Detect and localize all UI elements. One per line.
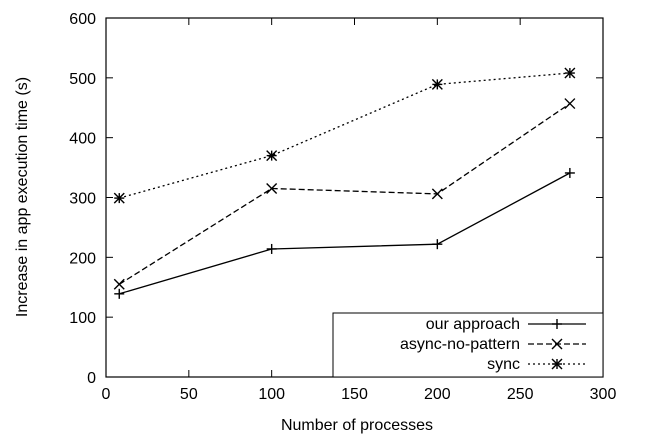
marker-stroke <box>551 358 563 370</box>
y-axis-label: Increase in app execution time (s) <box>14 77 31 317</box>
legend-marker-our-approach <box>552 319 562 329</box>
y-tick-label: 400 <box>69 131 96 148</box>
data-point-sync <box>431 78 443 90</box>
marker-stroke <box>431 188 443 200</box>
legend-marker-async-no-pattern <box>551 338 563 350</box>
data-point-async-no-pattern <box>113 278 125 290</box>
marker-stroke <box>564 98 576 110</box>
x-tick-label: 0 <box>102 386 111 403</box>
marker-stroke <box>113 278 125 290</box>
legend-label-async-no-pattern: async-no-pattern <box>400 336 520 353</box>
y-axis: 0 100 200 300 400 500 600 <box>69 11 603 387</box>
x-tick-label: 200 <box>424 386 451 403</box>
legend-label-our-approach: our approach <box>426 316 520 333</box>
data-point-our-approach <box>564 167 575 178</box>
marker-stroke <box>266 150 278 162</box>
x-tick-label: 50 <box>180 386 198 403</box>
x-tick-label: 300 <box>590 386 617 403</box>
data-point-async-no-pattern <box>564 98 576 110</box>
y-tick-label: 300 <box>69 191 96 208</box>
data-point-our-approach <box>432 239 443 250</box>
series-line-sync <box>119 72 570 199</box>
data-point-async-no-pattern <box>431 188 443 200</box>
series-line-our-approach <box>119 172 571 295</box>
data-point-sync <box>564 67 576 79</box>
series-layer <box>113 67 576 299</box>
marker-stroke <box>266 183 278 195</box>
y-tick-label: 0 <box>87 370 96 387</box>
x-tick-label: 150 <box>341 386 368 403</box>
x-tick-label: 250 <box>507 386 534 403</box>
data-point-async-no-pattern <box>266 183 278 195</box>
marker-stroke <box>431 78 443 90</box>
data-point-sync <box>113 192 125 204</box>
legend: our approach async-no-pattern sync <box>332 312 604 378</box>
marker-stroke <box>113 192 125 204</box>
y-tick-label: 600 <box>69 11 96 28</box>
x-tick-label: 100 <box>258 386 285 403</box>
y-tick-label: 500 <box>69 71 96 88</box>
x-axis-label: Number of processes <box>281 417 433 434</box>
data-point-our-approach <box>266 243 277 254</box>
y-tick-label: 100 <box>69 310 96 327</box>
data-point-sync <box>266 150 278 162</box>
legend-marker-sync <box>551 358 563 370</box>
series-line-async-no-pattern <box>118 103 571 285</box>
y-tick-label: 200 <box>69 250 96 267</box>
legend-label-sync: sync <box>487 356 520 373</box>
data-point-our-approach <box>114 288 125 299</box>
marker-stroke <box>551 338 563 350</box>
marker-stroke <box>564 67 576 79</box>
